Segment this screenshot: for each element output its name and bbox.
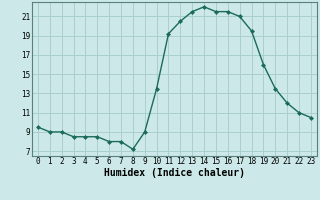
X-axis label: Humidex (Indice chaleur): Humidex (Indice chaleur)	[104, 168, 245, 178]
